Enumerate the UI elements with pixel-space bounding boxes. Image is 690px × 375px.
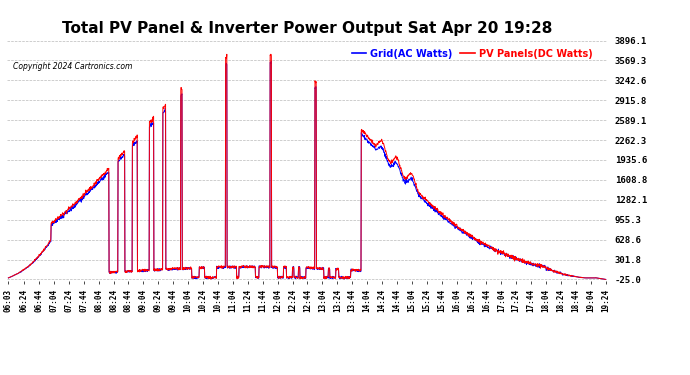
Title: Total PV Panel & Inverter Power Output Sat Apr 20 19:28: Total PV Panel & Inverter Power Output S…: [62, 21, 552, 36]
Legend: Grid(AC Watts), PV Panels(DC Watts): Grid(AC Watts), PV Panels(DC Watts): [348, 45, 596, 63]
Text: Copyright 2024 Cartronics.com: Copyright 2024 Cartronics.com: [13, 62, 132, 71]
